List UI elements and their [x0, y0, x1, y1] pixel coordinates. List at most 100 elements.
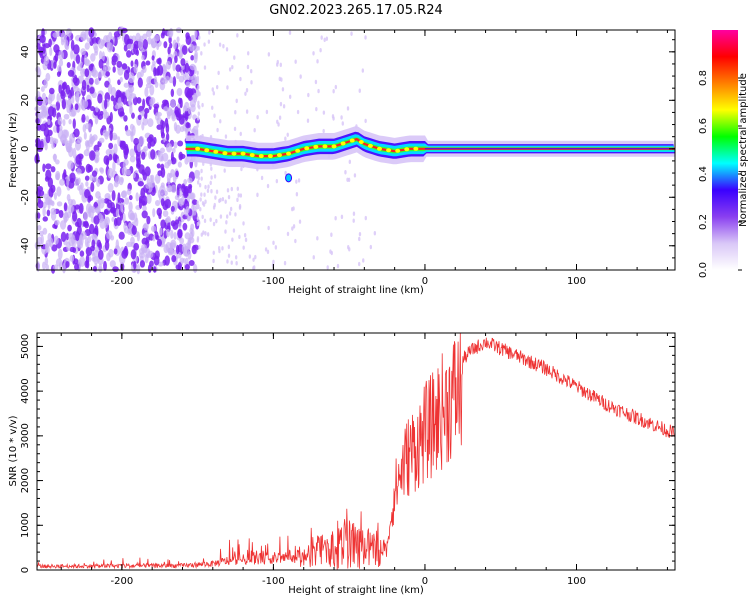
noise-cell — [72, 118, 76, 130]
noise-cell — [69, 255, 75, 263]
noise-cell — [292, 224, 296, 229]
noise-cell — [197, 46, 200, 51]
noise-cell — [176, 36, 180, 43]
noise-cell — [279, 62, 282, 68]
noise-cell — [67, 69, 75, 77]
noise-cell — [239, 76, 242, 82]
snr-x-ticks: -200 -100 0 100 — [60, 333, 668, 587]
noise-cell — [184, 101, 190, 112]
noise-cell — [212, 258, 215, 264]
noise-cell — [62, 212, 69, 222]
noise-cell — [167, 46, 171, 55]
noise-cell — [225, 47, 229, 52]
noise-cell — [97, 71, 102, 78]
noise-cell — [227, 244, 231, 250]
noise-cell — [106, 39, 111, 50]
y-tick-label: 40 — [20, 45, 31, 58]
noise-cell — [121, 249, 128, 259]
noise-cell — [240, 166, 243, 172]
noise-cell — [92, 69, 99, 78]
noise-cell — [227, 194, 231, 200]
ridge-peak — [386, 148, 392, 153]
noise-cell — [94, 50, 98, 56]
noise-cell — [193, 53, 198, 64]
noise-cell — [237, 193, 240, 198]
noise-cell — [331, 114, 335, 119]
noise-cell — [145, 60, 151, 66]
ridge-peak — [340, 141, 346, 146]
noise-cell — [73, 128, 80, 138]
noise-cell — [100, 198, 105, 204]
noise-cell — [105, 71, 111, 77]
noise-cell — [154, 112, 160, 121]
noise-cell — [115, 239, 119, 251]
noise-cell — [77, 177, 81, 185]
noise-cell — [56, 93, 61, 103]
noise-cell — [306, 118, 310, 123]
noise-cell — [162, 210, 169, 218]
noise-cell — [233, 126, 237, 132]
noise-cell — [133, 242, 140, 251]
noise-cell — [43, 78, 48, 89]
noise-cell — [157, 57, 162, 66]
noise-cell — [173, 122, 178, 132]
noise-cell — [178, 75, 185, 83]
noise-cell — [94, 115, 99, 125]
noise-cell — [280, 77, 283, 82]
noise-cell — [219, 119, 222, 124]
noise-cell — [55, 30, 60, 38]
noise-cell — [94, 224, 99, 236]
noise-cell — [67, 160, 74, 170]
outlier-point — [285, 173, 293, 183]
x-tick-label: -200 — [111, 576, 134, 587]
noise-cell — [175, 64, 182, 72]
noise-cell — [350, 31, 353, 36]
noise-cell — [68, 232, 75, 240]
noise-cell — [189, 63, 196, 71]
noise-cell — [172, 61, 176, 72]
colorbar-tick-label: 0.2 — [698, 214, 709, 230]
noise-cell — [184, 62, 190, 73]
noise-cell — [160, 198, 165, 207]
chart-title: GN02.2023.265.17.05.R24 — [269, 3, 443, 18]
noise-cell — [162, 99, 169, 106]
noise-cell — [109, 260, 116, 268]
colorbar-tick-label: 0.6 — [698, 118, 709, 134]
noise-cell — [165, 132, 170, 142]
y-tick-label: 3000 — [20, 423, 31, 448]
noise-cell — [235, 261, 238, 266]
noise-cell — [319, 48, 322, 53]
noise-cell — [167, 221, 171, 231]
noise-cell — [53, 61, 57, 69]
noise-cell — [108, 142, 114, 150]
noise-cell — [40, 86, 45, 92]
noise-cell — [210, 166, 213, 171]
noise-cell — [166, 228, 171, 238]
noise-cell — [74, 262, 80, 271]
noise-cell — [198, 35, 201, 40]
noise-cell — [66, 145, 72, 153]
noise-cell — [101, 51, 105, 62]
noise-cell — [68, 118, 72, 125]
noise-cell — [141, 54, 145, 61]
noise-cell — [113, 143, 118, 155]
noise-cell — [84, 68, 90, 78]
noise-cell — [145, 30, 152, 38]
noise-cell — [245, 109, 249, 114]
noise-cell — [234, 255, 238, 260]
snr-x-label: Height of straight line (km) — [288, 585, 424, 596]
noise-cell — [104, 208, 109, 215]
noise-cell — [177, 161, 182, 168]
noise-cell — [362, 258, 365, 263]
noise-cell — [346, 177, 349, 182]
noise-cell — [169, 42, 173, 49]
noise-cell — [85, 180, 89, 187]
noise-cell — [95, 106, 99, 113]
noise-cell — [228, 67, 232, 72]
snr-line-series — [36, 332, 675, 570]
noise-cell — [373, 231, 377, 236]
noise-cell — [122, 161, 126, 170]
noise-cell — [282, 104, 286, 109]
noise-cell — [219, 214, 223, 219]
noise-cell — [56, 201, 63, 207]
